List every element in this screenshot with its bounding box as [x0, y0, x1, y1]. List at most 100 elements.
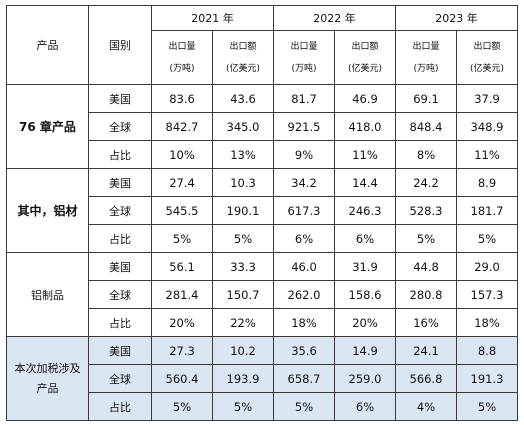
table-row: 占比 20% 22% 18% 20% 16% 18% [7, 308, 518, 337]
country-cell: 全球 [88, 280, 152, 309]
country-cell: 全球 [88, 364, 152, 393]
value-cell: 157.3 [456, 280, 518, 309]
value-cell: 18% [456, 308, 518, 337]
country-cell: 占比 [88, 224, 152, 253]
volume-header: 出口量 (万吨) [273, 30, 335, 85]
table-row: 其中，铝材 美国 27.4 10.3 34.2 14.4 24.2 8.9 [6, 168, 518, 253]
value-cell: 24.1 [395, 336, 457, 365]
year-header-2023: 2023 年 [395, 5, 518, 31]
value-cell: 56.1 [151, 252, 213, 281]
value-cell: 921.5 [273, 112, 335, 141]
value-cell: 5% [212, 392, 274, 421]
value-cell: 31.9 [334, 252, 396, 281]
value-cell: 18% [273, 308, 335, 337]
country-cell: 占比 [88, 392, 152, 421]
value-cell: 8.9 [456, 168, 518, 197]
table-row: 铝制品 美国 56.1 33.3 46.0 31.9 44.8 29.0 [6, 252, 518, 337]
value-cell: 44.8 [395, 252, 457, 281]
value-cell: 5% [456, 392, 518, 421]
country-cell: 美国 [88, 336, 152, 365]
value-cell: 8.8 [456, 336, 518, 365]
value-cell: 281.4 [151, 280, 213, 309]
product-group-label: 76 章产品 [6, 84, 89, 169]
value-cell: 13% [212, 140, 274, 169]
value-cell: 842.7 [151, 112, 213, 141]
value-cell: 6% [273, 224, 335, 253]
value-cell: 5% [151, 224, 213, 253]
value-cell: 262.0 [273, 280, 335, 309]
value-cell: 345.0 [212, 112, 274, 141]
value-cell: 418.0 [334, 112, 396, 141]
value-cell: 27.4 [151, 168, 213, 197]
value-cell: 14.9 [334, 336, 396, 365]
value-header: 出口额 (亿美元) [334, 30, 396, 85]
value-cell: 8% [395, 140, 457, 169]
value-cell: 20% [334, 308, 396, 337]
country-cell: 占比 [88, 308, 152, 337]
volume-header: 出口量 (万吨) [151, 30, 213, 85]
value-cell: 191.3 [456, 364, 518, 393]
aluminum-export-table: 产品 国别 2021 年 2022 年 2023 年 出口量 (万吨) 出口额 (亿… [6, 5, 518, 421]
header-row-years: 产品 国别 2021 年 2022 年 2023 年 [6, 5, 518, 85]
value-cell: 150.7 [212, 280, 274, 309]
value-cell: 545.5 [151, 196, 213, 225]
value-cell: 617.3 [273, 196, 335, 225]
value-cell: 27.3 [151, 336, 213, 365]
value-cell: 10% [151, 140, 213, 169]
value-cell: 280.8 [395, 280, 457, 309]
value-cell: 22% [212, 308, 274, 337]
value-cell: 37.9 [456, 84, 518, 113]
product-column-header: 产品 [6, 5, 89, 85]
product-group-label: 铝制品 [6, 252, 89, 337]
country-cell: 美国 [88, 168, 152, 197]
value-cell: 4% [395, 392, 457, 421]
value-cell: 35.6 [273, 336, 335, 365]
value-cell: 190.1 [212, 196, 274, 225]
value-cell: 10.2 [212, 336, 274, 365]
value-cell: 11% [456, 140, 518, 169]
value-cell: 81.7 [273, 84, 335, 113]
table-row: 76 章产品 美国 83.6 43.6 81.7 46.9 69.1 37.9 [6, 84, 518, 169]
country-cell: 占比 [88, 140, 152, 169]
country-cell: 美国 [88, 84, 152, 113]
header-row-metrics: 出口量 (万吨) 出口额 (亿美元) 出口量 (万吨) 出口额 (亿美元) 出口量 (万吨… [7, 30, 518, 85]
value-cell: 6% [334, 392, 396, 421]
value-cell: 6% [334, 224, 396, 253]
product-group-label: 本次加税涉及产品 [6, 336, 89, 421]
value-cell: 193.9 [212, 364, 274, 393]
table-body: 76 章产品 美国 83.6 43.6 81.7 46.9 69.1 37.9 全球 842.7 3… [6, 84, 518, 421]
year-header-2021: 2021 年 [151, 5, 274, 31]
value-cell: 5% [273, 392, 335, 421]
value-cell: 20% [151, 308, 213, 337]
value-header: 出口额 (亿美元) [456, 30, 518, 85]
value-cell: 9% [273, 140, 335, 169]
value-cell: 348.9 [456, 112, 518, 141]
value-cell: 14.4 [334, 168, 396, 197]
value-cell: 46.9 [334, 84, 396, 113]
value-cell: 560.4 [151, 364, 213, 393]
value-cell: 11% [334, 140, 396, 169]
table-row: 全球 545.5 190.1 617.3 246.3 528.3 181.7 [7, 196, 518, 225]
year-header-2022: 2022 年 [273, 5, 396, 31]
value-cell: 5% [212, 224, 274, 253]
value-cell: 16% [395, 308, 457, 337]
value-cell: 43.6 [212, 84, 274, 113]
value-cell: 566.8 [395, 364, 457, 393]
value-cell: 5% [456, 224, 518, 253]
value-cell: 259.0 [334, 364, 396, 393]
value-cell: 848.4 [395, 112, 457, 141]
product-group-label: 其中，铝材 [6, 168, 89, 253]
value-cell: 34.2 [273, 168, 335, 197]
volume-header: 出口量 (万吨) [395, 30, 457, 85]
country-cell: 全球 [88, 112, 152, 141]
value-cell: 158.6 [334, 280, 396, 309]
value-cell: 69.1 [395, 84, 457, 113]
table-row: 占比 5% 5% 6% 6% 5% 5% [7, 224, 518, 253]
country-cell: 全球 [88, 196, 152, 225]
table-row: 占比 10% 13% 9% 11% 8% 11% [7, 140, 518, 169]
value-cell: 246.3 [334, 196, 396, 225]
value-cell: 24.2 [395, 168, 457, 197]
table-row: 占比 5% 5% 5% 6% 4% 5% [7, 392, 518, 421]
value-cell: 10.3 [212, 168, 274, 197]
value-cell: 528.3 [395, 196, 457, 225]
